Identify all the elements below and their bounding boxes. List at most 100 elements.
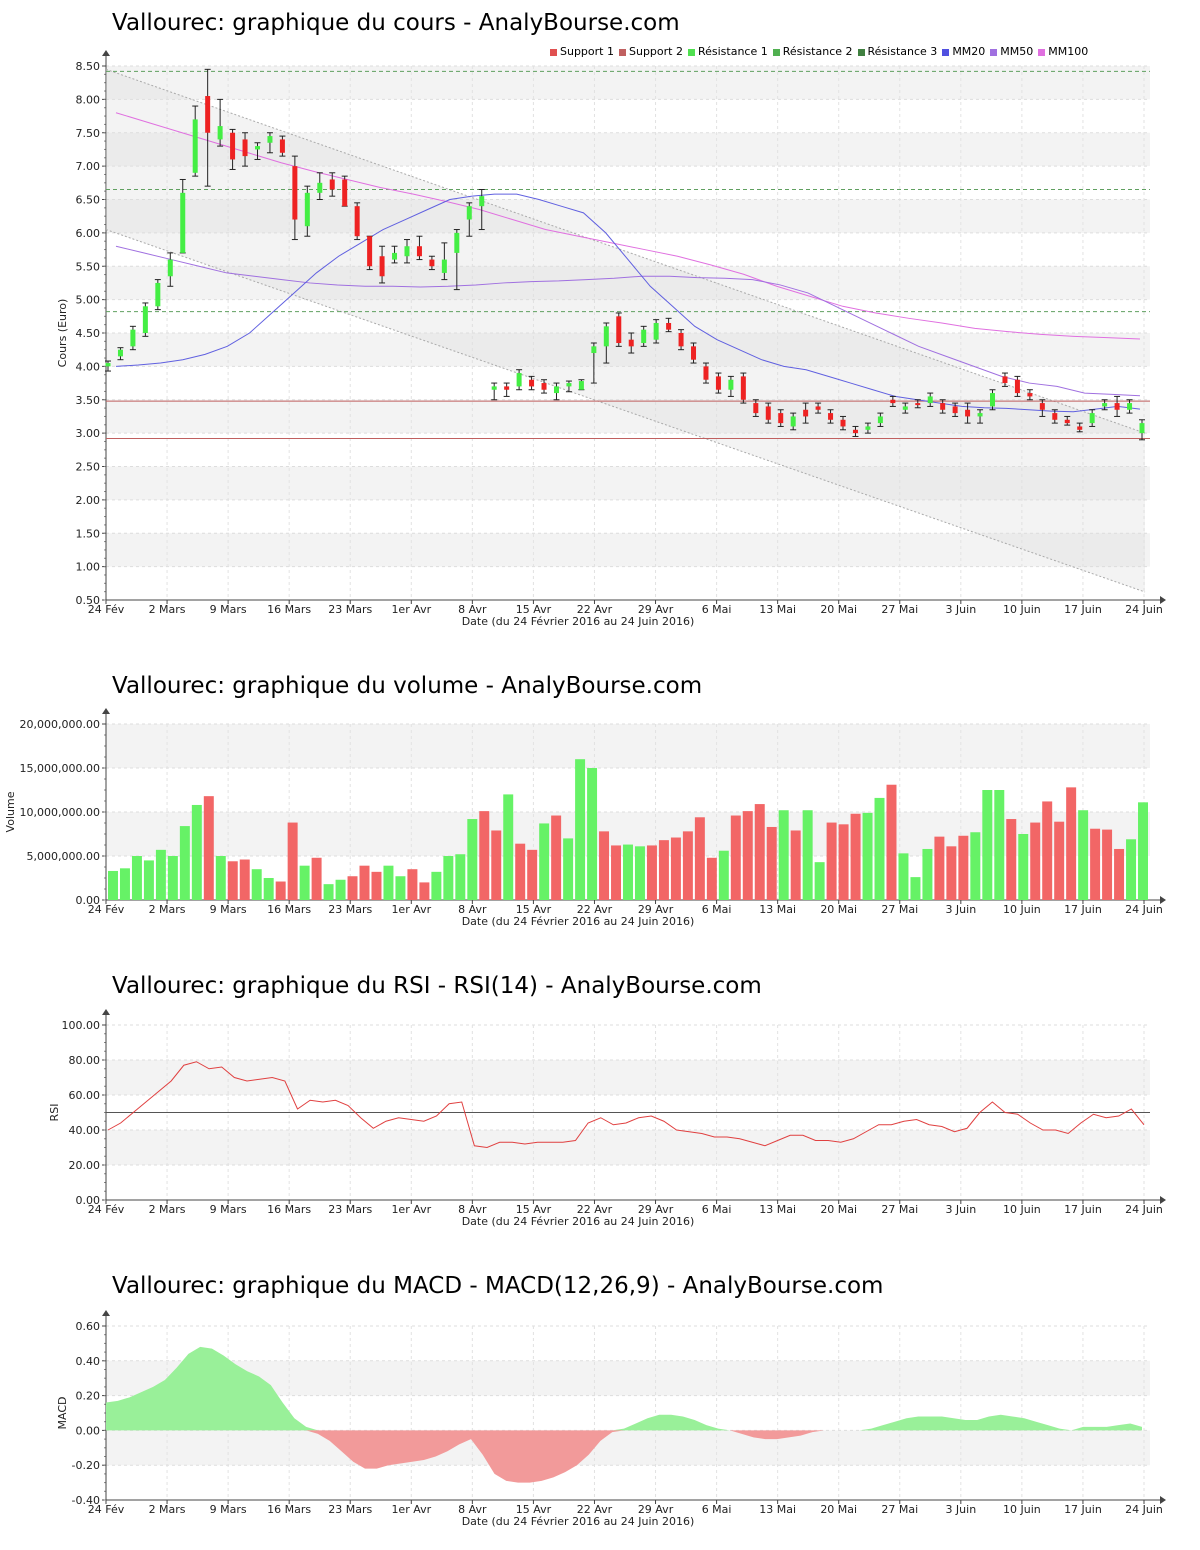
candle-body <box>728 379 734 390</box>
candle-body <box>740 376 746 400</box>
y-tick-label: 40.00 <box>69 1124 101 1137</box>
x-tick-label: 1er Avr <box>391 1203 431 1216</box>
volume-bar <box>646 845 657 900</box>
candle-body <box>765 406 771 420</box>
legend-swatch <box>687 48 695 56</box>
rsi-plot: 0.00 20.00 40.00 60.00 80.00 100.00 24 Fév 2 Ma… <box>48 1009 1166 1228</box>
y-tick-label: 2.50 <box>76 461 101 474</box>
x-tick-label: 24 Fév <box>88 903 125 916</box>
x-tick-label: 1er Avr <box>391 1503 431 1516</box>
x-tick-label: 15 Avr <box>516 903 552 916</box>
x-axis-arrow <box>1160 1196 1166 1204</box>
volume-bar <box>934 836 945 900</box>
macd-chart: Vallourec: graphique du MACD - MACD(12,2… <box>0 1260 1200 1550</box>
candle-body <box>404 246 410 257</box>
candle-body <box>1027 393 1033 397</box>
x-axis-arrow <box>1160 596 1166 604</box>
candle-body <box>1014 379 1020 394</box>
candle-body <box>952 406 958 414</box>
volume-bar <box>1006 819 1017 900</box>
y-tick-label: 7.00 <box>76 160 101 173</box>
price-chart-title: Vallourec: graphique du cours - AnalyBou… <box>112 10 680 36</box>
rsi-line <box>107 1061 1145 1149</box>
x-tick-label: 10 Juin <box>1003 1503 1041 1516</box>
volume-bar <box>1126 839 1137 900</box>
volume-bar <box>467 819 478 900</box>
volume-bar <box>874 797 885 900</box>
candle-body <box>890 399 896 404</box>
candle-body <box>591 346 597 354</box>
y-tick-label: 7.50 <box>76 127 101 140</box>
grid-band <box>106 399 1150 434</box>
trend-channel <box>106 69 1145 592</box>
volume-bar <box>1090 828 1101 900</box>
x-tick-label: 15 Avr <box>516 603 552 616</box>
candle-body <box>990 393 996 407</box>
volume-bar <box>215 856 226 900</box>
y-tick-label: 4.00 <box>76 360 101 373</box>
candle-body <box>516 373 522 387</box>
volume-bar <box>1018 834 1029 900</box>
volume-bar <box>706 857 717 900</box>
y-tick-label: 5.50 <box>76 260 101 273</box>
candle-body <box>1002 376 1008 384</box>
y-tick-label: 15,000,000.00 <box>20 762 100 775</box>
x-tick-label: 3 Juin <box>945 1203 976 1216</box>
volume-bar <box>491 830 502 900</box>
volume-bar <box>515 843 526 900</box>
candle-body <box>566 383 572 387</box>
y-tick-label: 20,000,000.00 <box>20 718 100 731</box>
candle-body <box>828 413 834 420</box>
x-tick-label: 16 Mars <box>267 1203 311 1216</box>
x-tick-label: 24 Fév <box>88 1503 125 1516</box>
volume-bar <box>850 813 861 900</box>
x-tick-label: 29 Avr <box>638 603 674 616</box>
candle-body <box>1077 426 1083 430</box>
volume-bar <box>191 804 202 900</box>
volume-bar <box>407 869 418 900</box>
x-axis-label: Date (du 24 Février 2016 au 24 Juin 2016… <box>462 915 695 928</box>
volume-bar <box>730 815 741 900</box>
y-tick-label: 0.20 <box>76 1390 101 1403</box>
candle-body <box>379 256 385 277</box>
candle-body <box>840 419 846 427</box>
y-tick-label: 2.00 <box>76 494 101 507</box>
volume-bar <box>299 865 310 900</box>
candle-body <box>715 376 721 390</box>
x-tick-label: 16 Mars <box>267 603 311 616</box>
x-tick-label: 15 Avr <box>516 1503 552 1516</box>
legend-swatch <box>857 48 865 56</box>
volume-bar <box>539 823 550 900</box>
candle-body <box>803 409 809 417</box>
x-tick-label: 29 Avr <box>638 1203 674 1216</box>
volume-bar <box>155 849 166 900</box>
candle-body <box>130 329 136 347</box>
x-tick-label: 10 Juin <box>1003 603 1041 616</box>
candle-body <box>454 232 460 253</box>
candle-body <box>965 409 971 417</box>
volume-bar <box>383 865 394 900</box>
candle-body <box>778 413 784 424</box>
candle-body <box>230 132 236 160</box>
candle-body <box>678 333 684 347</box>
y-tick-label: 1.00 <box>76 561 101 574</box>
x-tick-label: 8 Avr <box>458 1203 487 1216</box>
x-tick-label: 29 Avr <box>638 1503 674 1516</box>
candle-body <box>466 206 472 220</box>
legend-swatch <box>942 48 950 56</box>
candle-body <box>753 403 759 414</box>
candle-body <box>105 363 111 367</box>
trend-line-lower <box>105 229 1146 593</box>
y-tick-label: 3.00 <box>76 427 101 440</box>
candle-body <box>653 322 659 340</box>
x-tick-label: 24 Juin <box>1125 1503 1163 1516</box>
volume-bar <box>718 850 729 900</box>
volume-bar <box>119 868 130 900</box>
candle-body <box>902 406 908 410</box>
x-tick-label: 29 Avr <box>638 903 674 916</box>
volume-bar <box>1102 829 1113 900</box>
grid-band <box>106 1060 1150 1095</box>
macd-chart-title: Vallourec: graphique du MACD - MACD(12,2… <box>112 1273 884 1299</box>
x-tick-label: 24 Juin <box>1125 903 1163 916</box>
candle-body <box>1039 403 1045 410</box>
